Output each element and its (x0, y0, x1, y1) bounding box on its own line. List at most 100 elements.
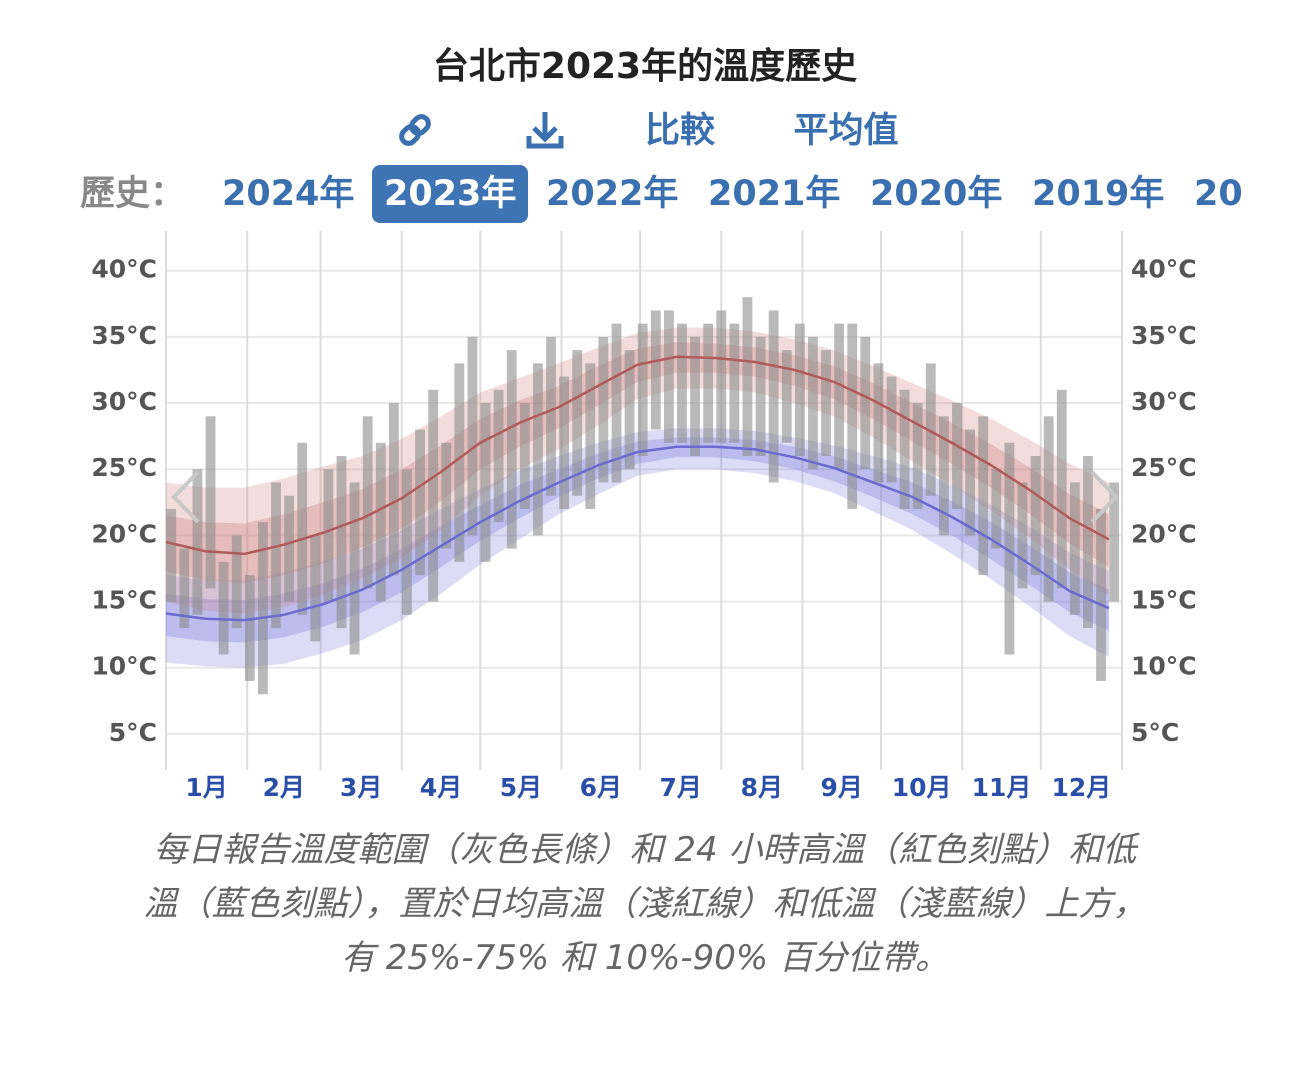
daily-range-bar (349, 482, 360, 655)
daily-range-bar (1109, 482, 1120, 602)
download-icon[interactable] (526, 112, 564, 149)
daily-range-bar (1030, 455, 1041, 576)
x-tick-label: 7月 (659, 773, 701, 802)
daily-range-bar (454, 363, 465, 562)
x-tick-label: 2月 (263, 773, 305, 802)
daily-range-bar (821, 350, 831, 456)
daily-range-bar (598, 336, 609, 483)
history-year[interactable]: 2021年 (708, 174, 841, 214)
y2-tick-label: 5°C (1131, 718, 1179, 747)
y2-tick-label: 35°C (1131, 321, 1197, 350)
daily-range-bar (716, 310, 727, 443)
daily-range-bar (506, 350, 517, 549)
daily-range-bar (402, 469, 412, 615)
daily-range-bar (205, 416, 216, 589)
daily-range-bar (323, 469, 334, 602)
x-tick-label: 5月 (500, 773, 542, 802)
daily-range-bar (755, 336, 766, 456)
band-10-90 (166, 428, 1109, 668)
daily-range-bar (873, 363, 884, 483)
caption: 每日報告溫度範圍（灰色長條）和 24 小時高溫（紅色刻點）和低溫（藍色刻點），置… (143, 830, 1147, 978)
daily-range-bar (415, 429, 425, 576)
daily-range-bar (244, 575, 255, 681)
daily-range-bar (192, 469, 203, 615)
y2-tick-label: 10°C (1131, 652, 1197, 681)
daily-range-bar (742, 297, 753, 456)
daily-range-bar (533, 363, 543, 536)
y2-tick-label: 20°C (1131, 519, 1197, 548)
history-year[interactable]: 2023年 (372, 165, 529, 223)
daily-range-bar (794, 323, 805, 456)
daily-range-bar (991, 469, 1002, 549)
y2-tick-label: 30°C (1131, 387, 1197, 416)
next-arrow[interactable] (1090, 470, 1119, 524)
x-tick-label: 11月 (972, 773, 1032, 802)
history-year[interactable]: 2020年 (870, 174, 1003, 214)
daily-range-bar (572, 350, 583, 496)
link-icon[interactable] (399, 114, 432, 147)
x-tick-label: 4月 (420, 773, 462, 802)
chart-title: 台北市2023年的溫度歷史 (433, 46, 857, 87)
daily-range-bar (271, 482, 281, 629)
y-tick-label: 10°C (91, 652, 157, 681)
daily-range-bar (860, 336, 871, 470)
daily-range-bar (546, 336, 556, 496)
daily-range-bar (952, 403, 962, 509)
daily-range-bar (886, 376, 897, 483)
daily-range-bar (834, 323, 845, 470)
daily-range-bar (978, 416, 989, 576)
history-year[interactable]: 2022年 (546, 174, 679, 214)
y-tick-label: 35°C (91, 321, 157, 350)
history-bar: 歷史： 2024年 2023年 2022年 2021年 2020年 2019年 2018年 (0, 160, 1245, 230)
y2-tick-label: 25°C (1131, 453, 1197, 482)
daily-range-bar (388, 403, 399, 576)
compare-link[interactable]: 比較 (645, 111, 716, 151)
average-link[interactable]: 平均值 (793, 111, 898, 151)
daily-range-bar (1069, 482, 1080, 615)
daily-range-bar (493, 389, 504, 523)
x-tick-label: 6月 (580, 773, 622, 802)
daily-range-bar (768, 310, 779, 483)
daily-range-bar (847, 323, 858, 509)
daily-range-bar (1083, 455, 1093, 629)
daily-range-bar (585, 363, 596, 509)
prev-arrow[interactable] (171, 470, 200, 524)
history-year[interactable]: 2019年 (1032, 174, 1165, 214)
daily-range-bar (257, 522, 268, 695)
x-tick-label: 10月 (892, 773, 952, 802)
daily-range-bar (912, 403, 923, 509)
daily-range-bar (703, 323, 714, 443)
daily-range-bar (650, 310, 661, 430)
y-tick-label: 30°C (91, 387, 157, 416)
daily-range-bar (179, 548, 190, 629)
history-year[interactable]: 2024年 (222, 174, 355, 214)
plot-area (165, 231, 1123, 770)
daily-range-bar (310, 535, 321, 642)
y-tick-label: 25°C (91, 453, 157, 482)
mean-line (165, 355, 1110, 556)
x-tick-label: 8月 (741, 773, 783, 802)
daily-range-bar (677, 323, 687, 443)
daily-range-bar (925, 363, 936, 496)
x-tick-label: 12月 (1052, 773, 1112, 802)
daily-range-bar (808, 336, 818, 470)
daily-range-bar (559, 376, 570, 509)
daily-range-bar (1056, 389, 1067, 589)
history-label: 歷史： (80, 174, 186, 214)
band-25-75 (166, 437, 1109, 643)
y-tick-label: 40°C (91, 255, 157, 284)
daily-range-bar (428, 389, 439, 602)
daily-range-bar (729, 323, 740, 443)
y2-tick-label: 15°C (1131, 586, 1197, 615)
daily-range-bar (166, 508, 177, 602)
daily-range-bar (781, 350, 792, 443)
x-tick-label: 1月 (185, 773, 227, 802)
daily-range-bar (284, 495, 295, 602)
daily-range-bar (1096, 508, 1106, 681)
band-25-75 (166, 342, 1109, 584)
daily-range-bar (899, 389, 910, 509)
daily-range-bar (336, 455, 347, 629)
history-year[interactable]: 2018年 (1194, 174, 1245, 214)
daily-range-bar (690, 336, 700, 456)
